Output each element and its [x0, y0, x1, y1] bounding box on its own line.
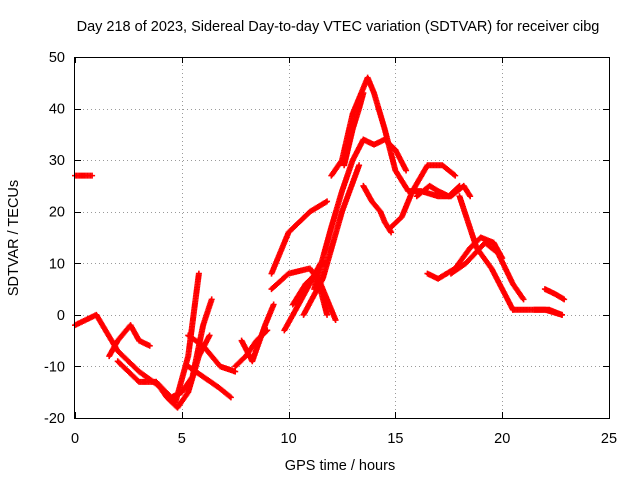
- data-point: [195, 270, 202, 277]
- y-tick-label: 0: [57, 308, 65, 324]
- series-arc-e: [185, 332, 239, 375]
- data-point: [455, 183, 462, 190]
- y-tick-label: 10: [49, 256, 65, 272]
- data-point: [332, 317, 339, 324]
- data-point: [520, 296, 527, 303]
- chart-title: Day 218 of 2023, Sidereal Day-to-day VTE…: [77, 19, 600, 35]
- data-point: [451, 171, 458, 178]
- data-marks: [72, 74, 568, 411]
- series-arc-j: [268, 198, 331, 277]
- y-tick-label: 50: [49, 50, 65, 66]
- data-point: [146, 342, 153, 349]
- y-tick-label: 20: [49, 205, 65, 221]
- grid: [75, 57, 609, 418]
- data-point: [388, 229, 395, 236]
- series-arc-m: [300, 162, 363, 318]
- y-tick-label: -20: [44, 411, 65, 427]
- data-point: [232, 368, 239, 375]
- data-point: [356, 162, 363, 169]
- x-tick-label: 10: [281, 431, 297, 447]
- series-arc-h: [238, 301, 277, 365]
- data-point: [456, 182, 463, 189]
- data-point: [452, 172, 459, 179]
- y-tick-label: -10: [44, 359, 65, 375]
- series-arc-q: [360, 182, 395, 236]
- data-point: [324, 198, 331, 205]
- series-arc-r: [388, 162, 459, 231]
- x-axis-label: GPS time / hours: [285, 458, 395, 474]
- data-point: [360, 90, 367, 97]
- data-point: [226, 393, 233, 400]
- series-arc-p: [341, 90, 367, 169]
- data-point: [561, 296, 568, 303]
- x-tick-label: 5: [178, 431, 186, 447]
- x-tick-label: 25: [601, 431, 617, 447]
- series-arc-b: [106, 322, 153, 360]
- series-arc-v: [447, 239, 527, 303]
- data-point: [89, 172, 96, 179]
- data-point: [467, 193, 474, 200]
- data-point: [227, 394, 234, 401]
- series-arc-y: [541, 286, 568, 303]
- series-arc-c: [114, 296, 215, 401]
- y-axis-label: SDTVAR / TECUs: [6, 180, 22, 296]
- y-tick-label: 40: [49, 102, 65, 118]
- data-point: [270, 301, 277, 308]
- x-tick-label: 20: [494, 431, 510, 447]
- y-tick-label: 30: [49, 153, 65, 169]
- x-tick-label: 15: [387, 431, 403, 447]
- series-arc-f: [185, 363, 234, 401]
- data-point: [206, 332, 213, 339]
- series-arc-x: [531, 306, 566, 318]
- x-tick-label: 0: [71, 431, 79, 447]
- data-point: [324, 311, 331, 318]
- series-arc-s: [413, 182, 463, 200]
- data-point: [403, 167, 410, 174]
- plot-frame: [74, 57, 610, 419]
- data-point: [208, 296, 215, 303]
- series-early-flat: [72, 172, 96, 179]
- ticks: 0 5 10 15 20 25 -20 -10 0 10 20 30 40 50: [44, 50, 617, 447]
- data-point: [559, 311, 566, 318]
